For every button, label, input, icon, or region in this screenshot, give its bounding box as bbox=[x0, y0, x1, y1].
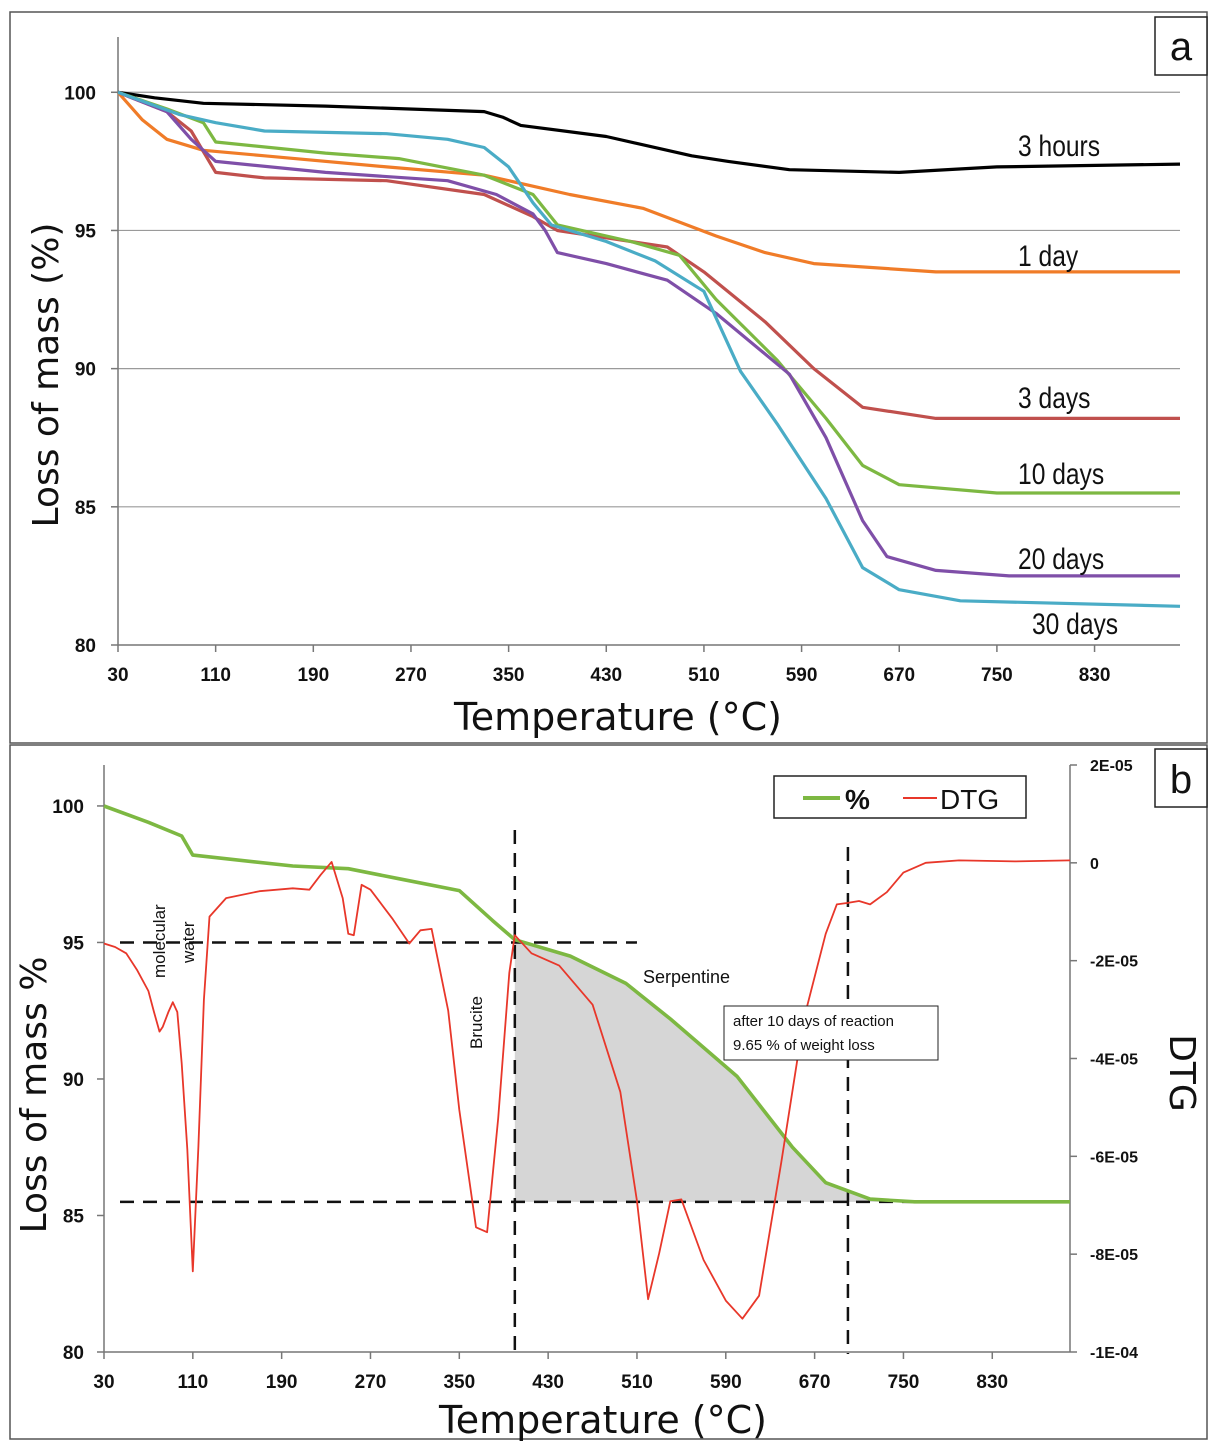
panel-a-ylabel: Loss of mass (%) bbox=[26, 223, 67, 528]
annotation-brucite: Brucite bbox=[467, 996, 486, 1049]
y-tick-label-80: 80 bbox=[75, 636, 96, 657]
x-tick-label-30: 30 bbox=[93, 1372, 114, 1393]
series-label-1-day: 1 day bbox=[1018, 239, 1078, 273]
annotation-box-line2: 9.65 % of weight loss bbox=[733, 1037, 875, 1054]
x-tick-label-270: 270 bbox=[355, 1372, 387, 1393]
x-tick-label-830: 830 bbox=[976, 1372, 1008, 1393]
panel-b-label: b bbox=[1170, 758, 1192, 802]
y-tick-label-90: 90 bbox=[63, 1070, 84, 1091]
x-tick-label-750: 750 bbox=[981, 665, 1013, 686]
x-tick-label-750: 750 bbox=[888, 1372, 920, 1393]
x-tick-label-270: 270 bbox=[395, 665, 427, 686]
y2-tick-label-4e-05: -4E-05 bbox=[1090, 1052, 1138, 1069]
annotation-serpentine: Serpentine bbox=[643, 967, 730, 987]
y2-tick-label-2e-05: 2E-05 bbox=[1090, 758, 1133, 775]
x-tick-label-350: 350 bbox=[443, 1372, 475, 1393]
y-tick-label-85: 85 bbox=[75, 498, 97, 519]
series-line-1-day bbox=[116, 91, 1180, 274]
chart-b-svg: 80 85 90 95 100 2E-05 0 -2E-05 -4E-05 -6E-05 -8E-0… bbox=[9, 744, 1208, 1442]
y-tick-label-95: 95 bbox=[63, 933, 85, 954]
x-tick-label-110: 110 bbox=[177, 1372, 208, 1393]
y2-tick-label-0: 0 bbox=[1090, 856, 1099, 873]
series-line-30-days bbox=[117, 90, 1181, 608]
series-line-10-days bbox=[117, 90, 1180, 495]
annotation-box bbox=[723, 1005, 939, 1061]
panel-a-frame bbox=[9, 11, 1208, 744]
y-tick-label-80: 80 bbox=[63, 1343, 84, 1364]
panel-b-y2label: DTG bbox=[1161, 1034, 1202, 1112]
y2-tick-label-1e-04: -1E-04 bbox=[1090, 1345, 1138, 1362]
series-line-dtg bbox=[103, 859, 1071, 1320]
series-label-3-hours: 3 hours bbox=[1018, 129, 1100, 163]
chart-a-svg: 80 85 90 95 100 30 110 190 270 350 430 510 590 670 750… bbox=[9, 11, 1208, 744]
x-tick-label-590: 590 bbox=[710, 1372, 742, 1393]
series-label-10-days: 10 days bbox=[1018, 457, 1104, 491]
panel-a-xlabel: Temperature (°C) bbox=[453, 695, 782, 739]
x-tick-label-190: 190 bbox=[266, 1372, 298, 1393]
annotation-water: water bbox=[179, 921, 198, 964]
y2-tick-label-2e-05: -2E-05 bbox=[1090, 954, 1138, 971]
series-line-20-days bbox=[117, 90, 1180, 578]
y-tick-label-100: 100 bbox=[52, 797, 84, 818]
x-tick-label-830: 830 bbox=[1079, 665, 1111, 686]
y-tick-label-90: 90 bbox=[75, 360, 96, 381]
x-tick-label-110: 110 bbox=[200, 665, 231, 686]
series-label-20-days: 20 days bbox=[1018, 542, 1104, 576]
x-tick-label-430: 430 bbox=[590, 665, 622, 686]
y-tick-label-85: 85 bbox=[63, 1206, 85, 1227]
panel-a-label: a bbox=[1170, 25, 1193, 69]
chart-panel-b: 80 85 90 95 100 2E-05 0 -2E-05 -4E-05 -6E-05 -8E-0… bbox=[0, 743, 1208, 1442]
x-tick-label-510: 510 bbox=[621, 1372, 653, 1393]
annotation-molecular: molecular bbox=[150, 904, 169, 978]
legend-label-percent: % bbox=[845, 784, 870, 815]
panel-b-ylabel: Loss of mass % bbox=[14, 957, 55, 1234]
panel-b-label-box bbox=[1154, 748, 1208, 808]
x-tick-label-670: 670 bbox=[883, 665, 915, 686]
y-tick-label-95: 95 bbox=[75, 221, 97, 242]
series-label-30-days: 30 days bbox=[1032, 607, 1118, 641]
panel-a-label-box bbox=[1154, 16, 1208, 76]
x-tick-label-670: 670 bbox=[799, 1372, 831, 1393]
y2-tick-label-8e-05: -8E-05 bbox=[1090, 1247, 1138, 1264]
x-tick-label-190: 190 bbox=[297, 665, 329, 686]
series-label-3-days: 3 days bbox=[1018, 381, 1090, 415]
annotation-box-line1: after 10 days of reaction bbox=[733, 1013, 894, 1030]
x-tick-label-590: 590 bbox=[786, 665, 818, 686]
panel-b-xlabel: Temperature (°C) bbox=[438, 1398, 767, 1441]
chart-panel-a: 80 85 90 95 100 30 110 190 270 350 430 510 590 670 750… bbox=[9, 11, 1208, 744]
legend-label-dtg: DTG bbox=[940, 784, 999, 815]
y2-tick-label-6e-05: -6E-05 bbox=[1090, 1149, 1138, 1166]
shaded-serpentine-region bbox=[514, 939, 915, 1202]
series-line-3-hours bbox=[117, 90, 1181, 174]
y-tick-label-100: 100 bbox=[64, 83, 96, 104]
x-tick-label-30: 30 bbox=[107, 665, 128, 686]
x-tick-label-430: 430 bbox=[532, 1372, 564, 1393]
x-tick-label-350: 350 bbox=[493, 665, 525, 686]
x-tick-label-510: 510 bbox=[688, 665, 720, 686]
